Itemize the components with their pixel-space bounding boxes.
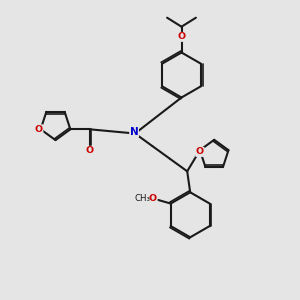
Text: O: O — [86, 146, 94, 155]
Text: CH₃: CH₃ — [134, 194, 151, 203]
Text: O: O — [177, 32, 186, 41]
Text: O: O — [35, 125, 43, 134]
Text: O: O — [196, 148, 204, 157]
Text: N: N — [130, 127, 139, 137]
Text: O: O — [149, 194, 157, 203]
